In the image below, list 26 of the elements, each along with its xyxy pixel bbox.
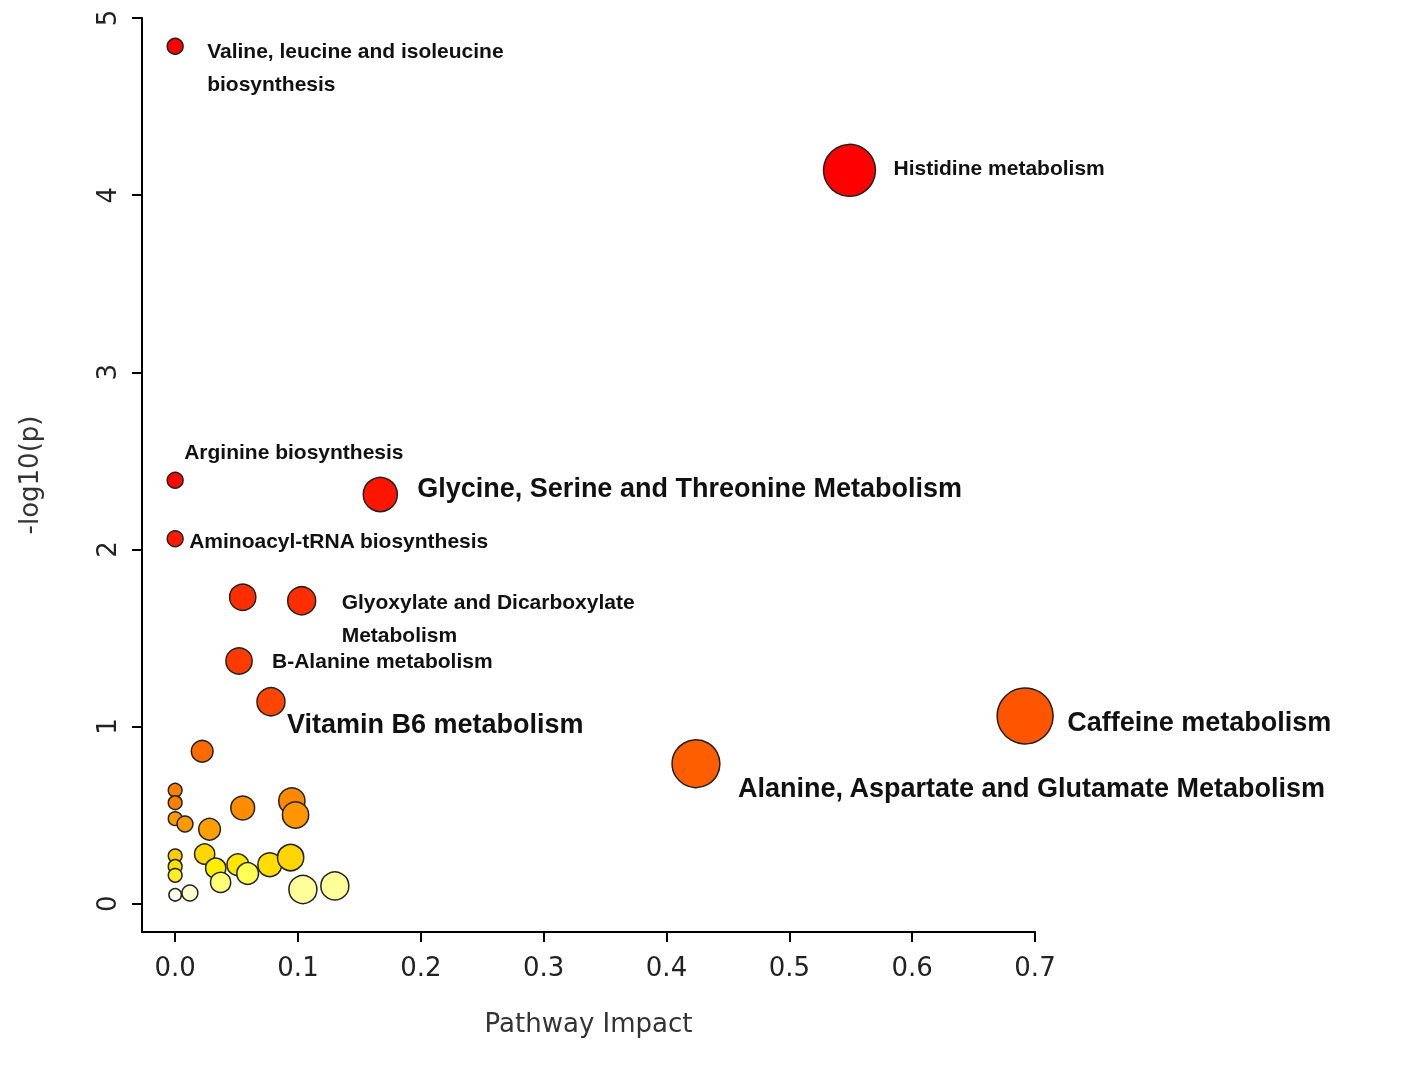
x-axis-title: Pathway Impact	[484, 1008, 693, 1038]
y-tick-label: 5	[92, 9, 122, 27]
y-tick-label: 4	[92, 186, 122, 204]
x-tick-label: 0.3	[522, 952, 565, 982]
x-tick-label: 0.2	[400, 952, 442, 982]
annotation: Valine, leucine and isoleucine biosynthesis	[207, 39, 510, 96]
annotation: Alanine, Aspartate and Glutamate Metabolism	[737, 772, 1326, 803]
y-axis-title: -log10(p)	[14, 415, 44, 535]
x-tick-label: 0.6	[891, 952, 933, 982]
annotation: Arginine biosynthesis	[184, 439, 404, 463]
annotation: Aminoacyl-tRNA biosynthesis	[189, 529, 489, 553]
y-tick-label: 3	[92, 363, 122, 381]
annotation: Histidine metabolism	[893, 155, 1105, 179]
annotation: Glyoxylate and Dicarboxylate Metabolism	[341, 589, 641, 646]
x-tick-label: 0.1	[277, 952, 319, 982]
y-tick-label: 1	[92, 718, 122, 735]
annotation: Vitamin B6 metabolism	[286, 708, 584, 739]
annotation: Caffeine metabolism	[1067, 706, 1332, 737]
y-tick-label: 0	[92, 895, 122, 912]
x-tick-label: 0.7	[1014, 952, 1056, 982]
x-tick-label: 0.4	[645, 952, 688, 982]
annotation: Glycine, Serine and Threonine Metabolism	[417, 473, 962, 504]
x-tick-label: 0.5	[768, 952, 811, 982]
y-tick-label: 2	[92, 541, 122, 558]
annotation: B-Alanine metabolism	[272, 649, 493, 673]
x-tick-label: 0.0	[154, 952, 196, 982]
